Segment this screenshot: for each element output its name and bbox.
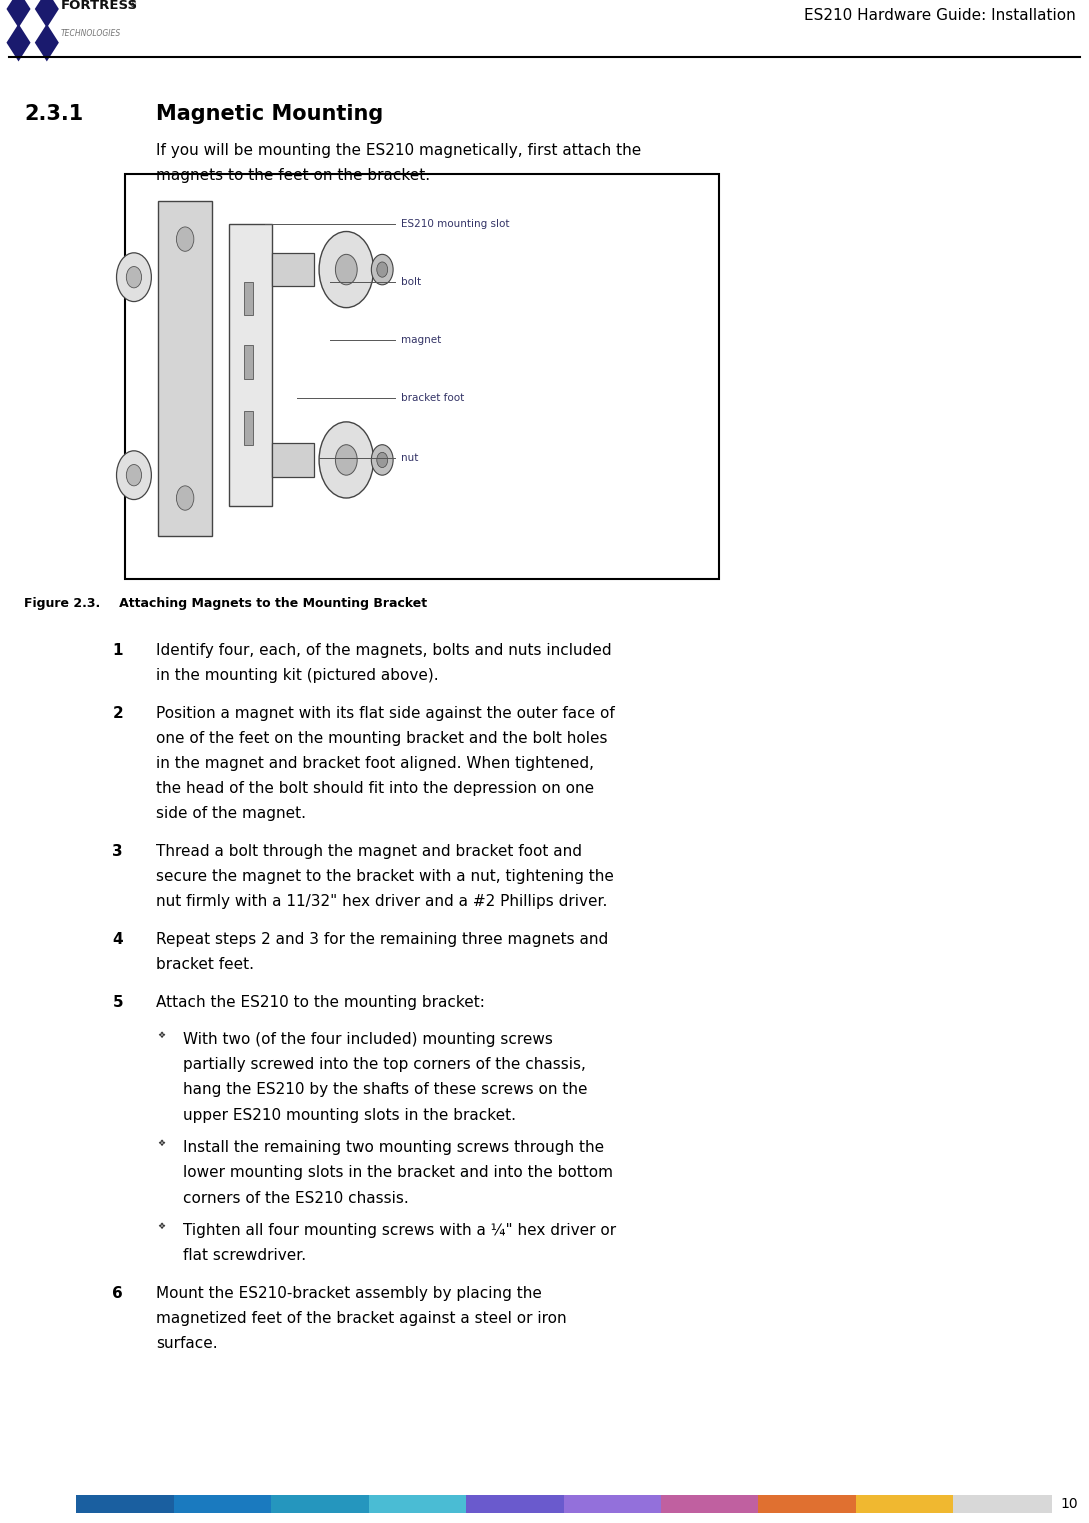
Bar [856,1496,955,1514]
Bar [272,253,314,286]
Text: in the mounting kit (pictured above).: in the mounting kit (pictured above). [156,669,439,682]
Text: Thread a bolt through the magnet and bracket foot and: Thread a bolt through the magnet and bra… [156,844,582,859]
Text: ❖: ❖ [158,1031,166,1040]
Circle shape [319,422,374,498]
Text: ES210 mounting slot: ES210 mounting slot [401,219,510,228]
Text: Identify four, each, of the magnets, bolts and nuts included: Identify four, each, of the magnets, bol… [156,643,611,658]
Bar [564,1496,662,1514]
Text: lower mounting slots in the bracket and into the bottom: lower mounting slots in the bracket and … [183,1165,613,1180]
Text: Install the remaining two mounting screws through the: Install the remaining two mounting screw… [183,1141,604,1156]
Text: flat screwdriver.: flat screwdriver. [183,1249,306,1263]
Text: TECHNOLOGIES: TECHNOLOGIES [61,29,121,38]
Text: ES210 Hardware Guide: Installation: ES210 Hardware Guide: Installation [804,8,1076,23]
Circle shape [335,254,357,285]
Text: 1: 1 [112,643,123,658]
Bar [758,1496,857,1514]
Text: ❖: ❖ [158,1139,166,1148]
Bar [466,1496,564,1514]
Circle shape [126,465,142,486]
Text: Attach the ES210 to the mounting bracket:: Attach the ES210 to the mounting bracket… [156,995,485,1010]
Text: bracket foot: bracket foot [401,393,464,402]
Text: ❖: ❖ [158,1221,166,1231]
Text: the head of the bolt should fit into the depression on one: the head of the bolt should fit into the… [156,781,594,797]
Text: 6: 6 [112,1285,123,1301]
Circle shape [117,253,151,302]
Text: secure the magnet to the bracket with a nut, tightening the: secure the magnet to the bracket with a … [156,868,613,883]
Circle shape [371,445,393,475]
Text: one of the feet on the mounting bracket and the bolt holes: one of the feet on the mounting bracket … [156,731,608,746]
Bar [661,1496,760,1514]
Text: FORTRESS: FORTRESS [61,0,138,12]
Circle shape [335,445,357,475]
Text: magnet: magnet [401,335,441,344]
Text: bracket feet.: bracket feet. [156,956,254,972]
Polygon shape [7,0,30,27]
Text: With two (of the four included) mounting screws: With two (of the four included) mounting… [183,1033,553,1048]
Bar [244,346,253,379]
Circle shape [117,451,151,500]
Text: Position a magnet with its flat side against the outer face of: Position a magnet with its flat side aga… [156,705,614,720]
Text: in the magnet and bracket foot aligned. When tightened,: in the magnet and bracket foot aligned. … [156,755,594,771]
Text: corners of the ES210 chassis.: corners of the ES210 chassis. [183,1191,408,1206]
Bar [244,282,253,315]
Circle shape [176,227,194,251]
Polygon shape [7,24,30,61]
Text: side of the magnet.: side of the magnet. [156,806,306,821]
Text: ®: ® [129,0,137,9]
Bar [158,201,212,536]
Text: Tighten all four mounting screws with a ¼" hex driver or: Tighten all four mounting screws with a … [183,1223,616,1238]
Bar [174,1496,272,1514]
Text: 4: 4 [112,932,123,947]
Text: magnets to the feet on the bracket.: magnets to the feet on the bracket. [156,168,430,183]
Bar [229,224,272,506]
Text: Repeat steps 2 and 3 for the remaining three magnets and: Repeat steps 2 and 3 for the remaining t… [156,932,608,947]
Text: upper ES210 mounting slots in the bracket.: upper ES210 mounting slots in the bracke… [183,1107,516,1122]
Bar [271,1496,370,1514]
Circle shape [126,267,142,288]
Text: Figure 2.3.: Figure 2.3. [24,597,100,611]
Bar [272,443,314,477]
Bar [125,174,719,579]
Text: partially screwed into the top corners of the chassis,: partially screwed into the top corners o… [183,1057,586,1072]
Text: If you will be mounting the ES210 magnetically, first attach the: If you will be mounting the ES210 magnet… [156,143,641,158]
Polygon shape [35,0,59,27]
Circle shape [377,452,388,468]
Text: bolt: bolt [401,277,420,286]
Text: Mount the ES210-bracket assembly by placing the: Mount the ES210-bracket assembly by plac… [156,1285,541,1301]
Circle shape [377,262,388,277]
Text: Attaching Magnets to the Mounting Bracket: Attaching Magnets to the Mounting Bracke… [106,597,427,611]
Bar [368,1496,467,1514]
Text: 2: 2 [112,705,123,720]
Text: nut: nut [401,454,418,463]
Text: hang the ES210 by the shafts of these screws on the: hang the ES210 by the shafts of these sc… [183,1083,587,1098]
Text: surface.: surface. [156,1336,218,1351]
Circle shape [176,486,194,510]
Text: 2.3.1: 2.3.1 [24,104,83,123]
Bar [244,411,253,445]
Circle shape [319,231,374,308]
Text: nut firmly with a 11/32" hex driver and a #2 Phillips driver.: nut firmly with a 11/32" hex driver and … [156,894,607,909]
Text: 5: 5 [112,995,123,1010]
Polygon shape [35,24,59,61]
Bar [954,1496,1052,1514]
Circle shape [371,254,393,285]
Text: magnetized feet of the bracket against a steel or iron: magnetized feet of the bracket against a… [156,1311,566,1327]
Text: 3: 3 [112,844,123,859]
Bar [76,1496,174,1514]
Text: 10: 10 [1061,1497,1078,1511]
Text: Magnetic Mounting: Magnetic Mounting [156,104,383,123]
